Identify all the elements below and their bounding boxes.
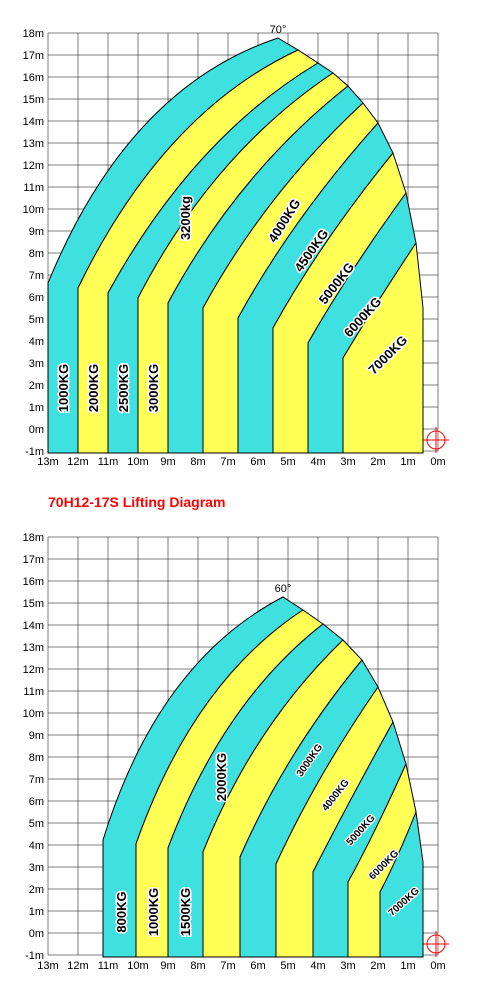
y-tick-19: 18m [23, 28, 44, 40]
x-tick-0: 13m [37, 960, 58, 972]
x-tick-13: 0m [430, 456, 445, 468]
top-chart: 1000KG2000KG2500KG3000KG3200kg4000KG4500… [8, 8, 500, 488]
y-tick-14: 13m [23, 642, 44, 654]
y-tick-7: 6m [29, 796, 44, 808]
band-label-0: 800KG [114, 891, 129, 932]
x-tick-5: 8m [190, 456, 205, 468]
y-tick-3: 2m [29, 884, 44, 896]
y-tick-4: 3m [29, 358, 44, 370]
y-tick-5: 4m [29, 840, 44, 852]
x-tick-2: 11m [98, 456, 119, 468]
y-tick-17: 16m [23, 72, 44, 84]
y-tick-1: 0m [29, 928, 44, 940]
y-tick-11: 10m [23, 204, 44, 216]
origin-reticle-icon [423, 427, 449, 453]
y-tick-6: 5m [29, 314, 44, 326]
y-tick-7: 6m [29, 292, 44, 304]
y-tick-9: 8m [29, 752, 44, 764]
x-tick-6: 7m [220, 456, 235, 468]
x-tick-0: 13m [37, 456, 58, 468]
angle-label: 60° [275, 583, 292, 595]
x-tick-5: 8m [190, 960, 205, 972]
bottom-chart-title: 70H12-17S Lifting Diagram [48, 494, 500, 510]
band-label-0: 1000KG [56, 364, 71, 412]
x-tick-12: 1m [400, 960, 415, 972]
x-tick-8: 5m [280, 960, 295, 972]
origin-reticle-icon [423, 931, 449, 957]
y-tick-10: 9m [29, 730, 44, 742]
y-tick-11: 10m [23, 708, 44, 720]
y-tick-19: 18m [23, 532, 44, 544]
x-tick-4: 9m [160, 456, 175, 468]
load-bands [48, 38, 423, 453]
y-tick-8: 7m [29, 270, 44, 282]
y-tick-15: 14m [23, 620, 44, 632]
y-tick-17: 16m [23, 576, 44, 588]
bottom-chart-svg: 800KG1000KG1500KG2000KG3000KG4000KG5000K… [8, 512, 468, 992]
x-tick-8: 5m [280, 456, 295, 468]
x-tick-11: 2m [370, 960, 385, 972]
band-label-2: 2500KG [116, 364, 131, 412]
x-tick-10: 3m [340, 960, 355, 972]
y-tick-4: 3m [29, 862, 44, 874]
band-label-4: 3200kg [178, 196, 193, 240]
y-tick-12: 11m [23, 686, 44, 698]
x-tick-12: 1m [400, 456, 415, 468]
angle-label: 70° [270, 24, 287, 36]
y-tick-9: 8m [29, 248, 44, 260]
x-tick-3: 10m [127, 456, 148, 468]
x-tick-3: 10m [127, 960, 148, 972]
bottom-chart: 800KG1000KG1500KG2000KG3000KG4000KG5000K… [8, 512, 500, 992]
y-tick-13: 12m [23, 664, 44, 676]
y-tick-6: 5m [29, 818, 44, 830]
y-tick-3: 2m [29, 380, 44, 392]
band-label-3: 3000KG [146, 364, 161, 412]
x-tick-7: 6m [250, 960, 265, 972]
y-tick-2: 1m [29, 906, 44, 918]
top-chart-svg: 1000KG2000KG2500KG3000KG3200kg4000KG4500… [8, 8, 468, 488]
band-label-2: 1500KG [178, 888, 193, 936]
y-tick-18: 17m [23, 554, 44, 566]
y-tick-8: 7m [29, 774, 44, 786]
y-tick-16: 15m [23, 598, 44, 610]
x-tick-13: 0m [430, 960, 445, 972]
x-tick-1: 12m [67, 960, 88, 972]
x-tick-2: 11m [98, 960, 119, 972]
x-tick-10: 3m [340, 456, 355, 468]
x-tick-9: 4m [310, 960, 325, 972]
y-tick-10: 9m [29, 226, 44, 238]
band-label-1: 1000KG [146, 888, 161, 936]
x-tick-7: 6m [250, 456, 265, 468]
x-tick-9: 4m [310, 456, 325, 468]
y-tick-13: 12m [23, 160, 44, 172]
y-tick-15: 14m [23, 116, 44, 128]
band-label-1: 2000KG [86, 364, 101, 412]
y-tick-12: 11m [23, 182, 44, 194]
y-tick-1: 0m [29, 424, 44, 436]
band-label-3: 2000KG [214, 753, 229, 801]
y-tick-18: 17m [23, 50, 44, 62]
y-tick-16: 15m [23, 94, 44, 106]
x-tick-11: 2m [370, 456, 385, 468]
x-tick-6: 7m [220, 960, 235, 972]
y-tick-2: 1m [29, 402, 44, 414]
x-tick-4: 9m [160, 960, 175, 972]
x-tick-1: 12m [67, 456, 88, 468]
y-tick-14: 13m [23, 138, 44, 150]
y-tick-5: 4m [29, 336, 44, 348]
